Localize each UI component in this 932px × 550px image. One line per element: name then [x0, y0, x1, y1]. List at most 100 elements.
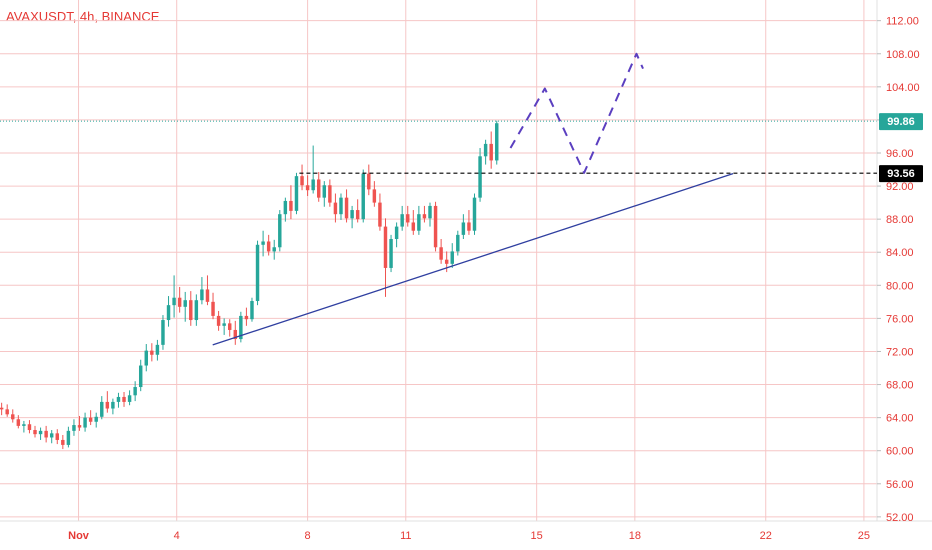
- candle-body: [22, 424, 26, 426]
- candle-body: [66, 430, 71, 445]
- candle: [495, 120, 499, 165]
- candle: [383, 218, 388, 297]
- projection-path: [509, 52, 644, 174]
- candle-body: [433, 205, 438, 248]
- candle: [483, 139, 488, 165]
- y-tick-label: 56.00: [886, 479, 914, 491]
- candle: [417, 205, 421, 235]
- candle-body: [478, 156, 482, 198]
- candle: [367, 164, 371, 196]
- candle: [233, 320, 238, 345]
- candle-body: [244, 315, 249, 320]
- candle-body: [439, 247, 443, 260]
- candle: [216, 310, 221, 331]
- candle: [283, 197, 288, 222]
- candle-body: [0, 407, 4, 410]
- candle-body: [227, 323, 232, 330]
- x-tick-label: 11: [400, 530, 411, 542]
- candle: [439, 238, 443, 264]
- candle: [133, 381, 137, 402]
- candle-body: [77, 425, 82, 428]
- y-tick-label: 76.00: [886, 313, 914, 325]
- candle: [66, 426, 71, 448]
- candle-body: [417, 214, 421, 231]
- candle: [272, 239, 276, 260]
- candle: [88, 410, 93, 426]
- level-badge-bg: [879, 165, 923, 183]
- time-axis: Nov 4 8 11 15 18 22 25: [68, 530, 870, 542]
- candle: [255, 240, 260, 306]
- candle-body: [483, 143, 488, 157]
- x-tick-label: Nov: [68, 530, 90, 542]
- candle: [22, 420, 26, 433]
- candle: [177, 286, 182, 313]
- last-price-badge: 99.86: [879, 113, 923, 131]
- candle-body: [127, 395, 132, 402]
- y-tick-label: 64.00: [886, 413, 914, 425]
- candle-body: [11, 414, 15, 420]
- candle: [150, 343, 154, 362]
- y-tick-label: 108.00: [886, 49, 920, 61]
- candle: [144, 344, 149, 372]
- candle-body: [88, 417, 93, 422]
- chart-grid: [0, 0, 877, 521]
- candle: [189, 291, 193, 326]
- candle: [339, 193, 343, 220]
- y-tick-label: 88.00: [886, 214, 914, 226]
- candle-body: [467, 222, 471, 231]
- candle-body: [305, 185, 310, 191]
- candle-body: [33, 430, 37, 435]
- candle-body: [367, 173, 371, 190]
- candle-body: [495, 123, 499, 161]
- candle-body: [122, 396, 126, 402]
- candle: [300, 164, 304, 191]
- candle: [467, 210, 471, 235]
- x-tick-label: 4: [174, 530, 180, 542]
- candle: [461, 214, 466, 239]
- candle-body: [100, 401, 104, 417]
- candle-body: [5, 409, 9, 415]
- last-price-badge-label: 99.86: [887, 116, 915, 128]
- candle: [61, 434, 65, 450]
- candle: [49, 430, 54, 444]
- candle: [127, 390, 132, 406]
- y-tick-label: 60.00: [886, 446, 914, 458]
- candle-body: [16, 419, 21, 426]
- candle: [372, 181, 377, 207]
- candle: [406, 205, 410, 227]
- candle: [433, 201, 438, 252]
- x-tick-label: 15: [531, 530, 543, 542]
- candle: [161, 315, 165, 350]
- candle: [428, 202, 432, 227]
- candle: [211, 292, 215, 320]
- candle-body: [372, 189, 377, 203]
- candle: [289, 185, 293, 220]
- candle-body: [189, 300, 193, 321]
- candle-body: [27, 424, 32, 431]
- candle-body: [472, 197, 477, 231]
- candle: [489, 131, 493, 169]
- candle: [450, 243, 454, 268]
- candle: [183, 291, 187, 322]
- price-badges: 99.86 93.56: [879, 113, 923, 183]
- candle: [389, 234, 393, 273]
- y-tick-label: 52.00: [886, 512, 914, 524]
- candle-body: [428, 205, 432, 219]
- x-tick-label: 18: [629, 530, 641, 542]
- candle: [422, 205, 427, 223]
- y-tick-label: 80.00: [886, 280, 914, 292]
- candle: [83, 412, 87, 432]
- candle: [100, 396, 104, 420]
- candle-body: [461, 222, 466, 235]
- candle-body: [250, 301, 254, 320]
- candle: [138, 359, 143, 392]
- candle: [361, 169, 365, 223]
- candle-body: [166, 305, 171, 321]
- candle-body: [339, 197, 343, 215]
- candle-body: [205, 289, 210, 302]
- candle-body: [333, 202, 338, 215]
- candle-body: [355, 210, 360, 220]
- candle: [105, 391, 110, 413]
- candle: [411, 210, 416, 235]
